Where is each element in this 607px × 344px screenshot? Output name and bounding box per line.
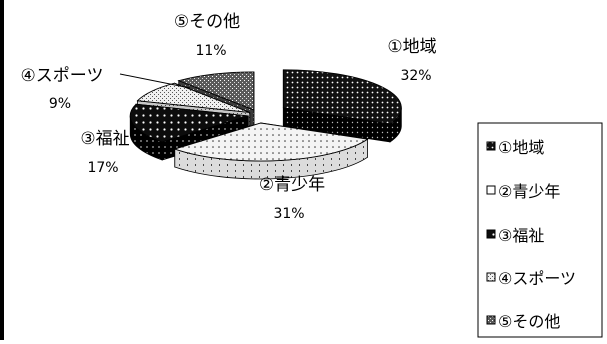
slice-label-name-1: ②青少年 xyxy=(259,175,325,195)
legend-label-0: ①地域 xyxy=(498,138,544,157)
legend-swatch-1 xyxy=(486,185,496,195)
legend-swatch-3 xyxy=(486,272,496,282)
legend-label-3: ④スポーツ xyxy=(498,269,576,288)
legend-frame xyxy=(477,122,603,338)
legend-swatch-0 xyxy=(486,141,496,151)
slice-label-name-0: ①地域 xyxy=(387,37,436,57)
leader-line-3 xyxy=(119,73,191,89)
legend-swatch-2 xyxy=(486,229,496,239)
pie-slice-1 xyxy=(173,122,369,180)
legend: ①地域 ②青少年 ③福祉 ④スポーツ ⑤その他 xyxy=(477,122,603,338)
left-border xyxy=(0,0,4,340)
legend-label-4: ⑤その他 xyxy=(498,312,560,331)
legend-label-1: ②青少年 xyxy=(498,182,560,201)
pie-slice-top-4 xyxy=(177,71,255,111)
pie-slice-0 xyxy=(282,69,402,143)
slice-label-name-4: ⑤その他 xyxy=(174,12,240,32)
leader-lines-group xyxy=(119,73,191,89)
slice-label-percent-1: 31% xyxy=(273,206,304,222)
pie-slices-group xyxy=(129,69,402,180)
legend-swatch-4 xyxy=(486,315,496,325)
pie-slice-2 xyxy=(129,103,249,161)
pie-slice-top-1 xyxy=(173,122,369,162)
slice-label-name-3: ④スポーツ xyxy=(21,66,104,86)
data-labels-group: ①地域 32% ②青少年 31% ③福祉 17% ④スポーツ 9% ⑤その他 1… xyxy=(21,12,437,222)
slice-label-percent-4: 11% xyxy=(195,43,226,59)
pie-slice-top-2 xyxy=(129,103,249,143)
pie-slice-top-3 xyxy=(136,82,250,113)
slice-label-percent-3: 9% xyxy=(49,96,71,112)
slice-label-percent-2: 17% xyxy=(87,160,118,176)
slice-label-name-2: ③福祉 xyxy=(80,129,129,149)
legend-label-2: ③福祉 xyxy=(498,226,544,245)
slice-label-percent-0: 32% xyxy=(400,68,431,84)
pie-slice-top-0 xyxy=(282,69,402,125)
